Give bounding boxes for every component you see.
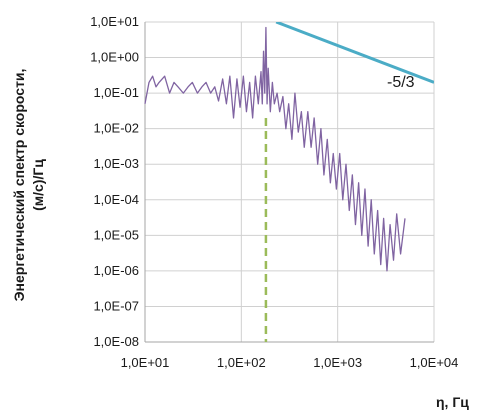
y-axis-title-line1: Энергетический спектр скорости, [11,69,27,302]
y-tick-label: 1,0E-01 [93,85,139,100]
x-tick-label: 1,0E+02 [217,355,266,370]
y-axis-title: Энергетический спектр скорости, (м/с)/Гц [11,69,46,302]
y-tick-label: 1,0E+00 [90,50,139,65]
tick-labels: 1,0E+01 1,0E+00 1,0E-01 1,0E-02 1,0E-03 1,0E-… [90,14,458,370]
x-axis-title: η, Гц [436,394,469,410]
y-tick-label: 1,0E-07 [93,298,139,313]
x-tick-label: 1,0E+01 [121,355,170,370]
series-layer [144,22,434,342]
x-tick-label: 1,0E+03 [313,355,362,370]
slope-line [275,22,434,84]
spectrum-line [144,26,406,272]
y-tick-label: 1,0E+01 [90,14,139,29]
y-tick-label: 1,0E-03 [93,156,139,171]
y-tick-label: 1,0E-05 [93,227,139,242]
y-tick-label: 1,0E-04 [93,192,139,207]
plot-area [145,22,434,342]
grid [144,21,435,343]
y-tick-label: 1,0E-08 [93,334,139,349]
x-tick-label: 1,0E+04 [410,355,459,370]
slope-annotation: -5/3 [387,74,415,91]
y-tick-label: 1,0E-06 [93,263,139,278]
y-axis-title-line2: (м/с)/Гц [30,159,46,211]
y-tick-label: 1,0E-02 [93,121,139,136]
